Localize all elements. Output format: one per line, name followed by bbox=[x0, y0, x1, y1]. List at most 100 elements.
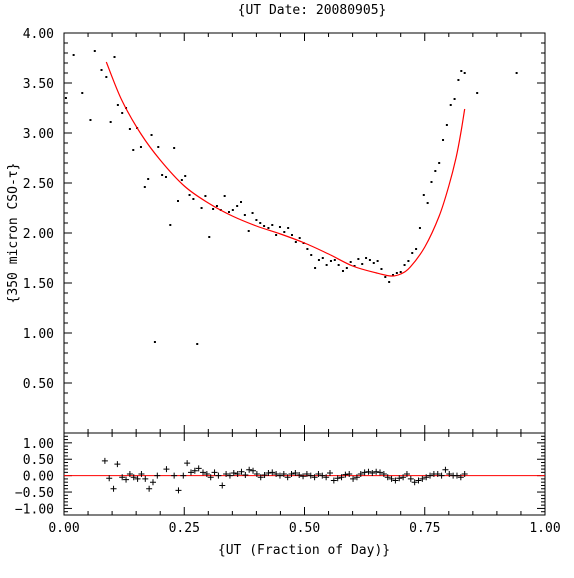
tau-point bbox=[164, 176, 167, 178]
residual-point bbox=[373, 468, 380, 475]
tau-point bbox=[449, 104, 452, 106]
residual-point bbox=[130, 474, 137, 481]
tau-point bbox=[415, 248, 418, 250]
residual-point bbox=[300, 473, 307, 480]
upper-y-tick-label: 3.50 bbox=[23, 77, 54, 92]
upper-y-tick-label: 1.00 bbox=[23, 327, 54, 342]
residual-point bbox=[146, 485, 153, 492]
tau-point bbox=[314, 267, 317, 269]
tau-point bbox=[337, 264, 340, 266]
tau-point bbox=[430, 181, 433, 183]
y-axis-label: {350 micron CSO-τ} bbox=[6, 163, 21, 304]
tau-point bbox=[247, 230, 250, 232]
tau-point bbox=[231, 209, 234, 211]
tau-point bbox=[476, 92, 479, 94]
residual-point bbox=[342, 471, 349, 478]
tau-point bbox=[298, 237, 301, 239]
residual-point bbox=[110, 485, 117, 492]
residual-point bbox=[265, 470, 272, 477]
tau-point bbox=[325, 264, 328, 266]
tau-point bbox=[434, 170, 437, 172]
residual-point bbox=[142, 475, 149, 482]
tau-point bbox=[278, 226, 281, 228]
residual-point bbox=[365, 468, 372, 475]
tau-point bbox=[403, 264, 406, 266]
residual-point bbox=[219, 482, 226, 489]
residual-point bbox=[315, 471, 322, 477]
tau-point bbox=[93, 50, 96, 52]
tau-point bbox=[422, 194, 425, 196]
residual-point bbox=[261, 471, 268, 478]
residual-point bbox=[338, 474, 345, 481]
residual-point bbox=[326, 470, 333, 477]
tau-point bbox=[227, 211, 230, 213]
upper-x-axis bbox=[63, 33, 546, 433]
upper-y-tick-label: 2.50 bbox=[23, 177, 54, 192]
tau-point bbox=[89, 119, 92, 121]
tau-point bbox=[105, 76, 108, 78]
residual-point bbox=[171, 472, 178, 479]
tau-point bbox=[283, 231, 286, 233]
tau-point bbox=[321, 257, 324, 259]
tau-point bbox=[153, 341, 156, 343]
tau-point bbox=[306, 248, 309, 250]
tau-point bbox=[329, 260, 332, 262]
residual-point bbox=[307, 472, 314, 479]
residual-point bbox=[200, 469, 207, 476]
residual-point bbox=[330, 477, 337, 484]
tau-point bbox=[132, 149, 135, 151]
upper-y-tick-label: 2.00 bbox=[23, 227, 54, 242]
residual-point bbox=[187, 469, 194, 476]
residual-point bbox=[434, 471, 441, 477]
upper-y-tick-label: 3.00 bbox=[23, 127, 54, 142]
tau-point bbox=[411, 252, 414, 254]
residual-y-tick-label: 0.50 bbox=[23, 453, 54, 468]
tau-point bbox=[333, 259, 336, 261]
residual-point bbox=[234, 471, 241, 477]
residual-point bbox=[138, 471, 145, 477]
residual-point bbox=[353, 474, 360, 481]
upper-panel: 0.50 1.00 1.50 2.00 2.50 3.00 3.50 4.00 {350 mi… bbox=[6, 27, 546, 434]
tau-point bbox=[100, 69, 103, 71]
tau-point bbox=[139, 146, 142, 148]
tau-point bbox=[267, 227, 270, 229]
residual-point bbox=[396, 475, 403, 482]
residual-point bbox=[334, 475, 341, 482]
tau-point bbox=[147, 178, 150, 180]
tau-point bbox=[442, 139, 445, 141]
tau-point bbox=[392, 274, 395, 276]
tau-point bbox=[317, 259, 320, 261]
tau-point bbox=[150, 134, 153, 136]
residual-point bbox=[215, 472, 222, 479]
residual-point bbox=[246, 466, 253, 473]
tau-point bbox=[287, 227, 290, 229]
tau-point bbox=[116, 104, 119, 106]
residual-point bbox=[226, 472, 233, 479]
residual-point bbox=[407, 475, 414, 482]
residual-point bbox=[191, 467, 198, 474]
tau-point bbox=[188, 194, 191, 196]
residual-point bbox=[101, 457, 108, 464]
residual-point bbox=[154, 472, 161, 479]
tau-point bbox=[192, 198, 195, 200]
tau-point bbox=[173, 147, 176, 149]
residual-point bbox=[203, 471, 210, 477]
residual-point bbox=[119, 474, 126, 481]
tau-point bbox=[184, 175, 187, 177]
tau-point bbox=[169, 224, 172, 226]
residual-point bbox=[269, 469, 276, 476]
tau-point bbox=[463, 72, 466, 74]
residual-point bbox=[311, 474, 318, 481]
residual-y-tick-label: 0.00 bbox=[23, 470, 54, 485]
tau-point bbox=[113, 56, 116, 58]
residual-point bbox=[446, 471, 453, 477]
tau-point bbox=[361, 263, 364, 265]
residual-point bbox=[403, 471, 410, 477]
x-tick-label: 0.50 bbox=[289, 521, 320, 536]
tau-point bbox=[438, 162, 441, 164]
tau-point bbox=[460, 70, 463, 72]
residual-point bbox=[323, 474, 330, 481]
residual-point bbox=[284, 474, 291, 481]
